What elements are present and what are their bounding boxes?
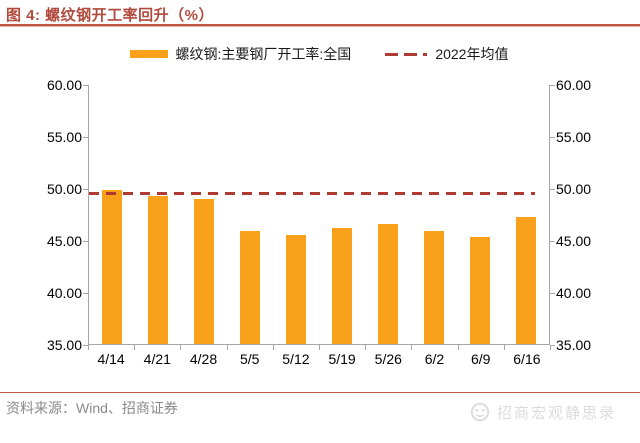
bar: [424, 230, 444, 344]
y-axis-tick: [550, 137, 555, 138]
y-axis-tick: [83, 85, 88, 86]
legend-item-mean-line: 2022年均值: [385, 44, 508, 64]
bar-slot: [89, 85, 135, 344]
x-axis-label: 6/9: [470, 351, 491, 367]
bar: [102, 190, 122, 344]
x-axis-tick: [411, 345, 413, 350]
bar-series: [89, 85, 549, 344]
watermark: 招商宏观静思录: [469, 401, 616, 423]
y-axis-tick: [550, 241, 555, 242]
y-axis-label-right: 40.00: [556, 285, 592, 301]
bar-slot: [181, 85, 227, 344]
bar: [470, 236, 490, 344]
mean-dashed-line: [89, 191, 536, 195]
legend-dash-swatch-icon: [385, 52, 428, 56]
bar-slot: [135, 85, 181, 344]
x-axis-label: 4/28: [189, 351, 218, 367]
legend-item-bar-series: 螺纹钢:主要钢厂开工率:全国: [129, 44, 352, 64]
bar: [378, 224, 398, 344]
bar-slot: [273, 85, 319, 344]
bar: [332, 227, 352, 344]
x-axis-tick: [319, 345, 320, 350]
x-axis-tick: [457, 345, 459, 350]
x-axis-tick: [88, 345, 89, 350]
source-text: 资料来源：Wind、招商证券: [6, 400, 178, 416]
figure-title: 图 4: 螺纹钢开工率回升（%）: [6, 7, 215, 24]
x-axis-label: 5/12: [282, 351, 310, 367]
y-axis-tick: [83, 293, 88, 294]
y-axis-tick: [83, 137, 88, 138]
bar-slot: [227, 85, 273, 344]
bar: [148, 196, 168, 344]
legend-bar-swatch-icon: [129, 50, 168, 58]
y-axis-label-right: 50.00: [556, 181, 592, 197]
y-axis-label-left: 60.00: [46, 77, 82, 93]
y-axis-tick: [550, 189, 555, 190]
chart-legend: 螺纹钢:主要钢厂开工率:全国 2022年均值: [88, 44, 550, 64]
y-axis-label-left: 45.00: [46, 233, 82, 249]
bar: [240, 230, 260, 344]
chart-plot-area: [88, 85, 550, 345]
y-axis-label-right: 60.00: [556, 77, 592, 93]
y-axis-label-right: 55.00: [556, 129, 592, 145]
y-axis-label-left: 55.00: [46, 129, 82, 145]
x-axis-label: 5/5: [239, 351, 260, 367]
bar-slot: [503, 85, 549, 344]
x-axis-tick: [550, 345, 551, 350]
x-axis-tick: [134, 345, 136, 350]
bar-slot: [319, 85, 365, 344]
bar: [516, 217, 536, 344]
bar-slot: [457, 85, 503, 344]
x-axis-label: 6/16: [513, 351, 541, 367]
x-axis-tick: [180, 345, 182, 350]
bar: [286, 234, 306, 344]
y-axis-tick: [83, 189, 88, 190]
bar-slot: [411, 85, 457, 344]
legend-dash-label: 2022年均值: [435, 46, 509, 62]
y-axis-tick: [550, 85, 555, 86]
y-axis-tick: [550, 293, 555, 294]
footer-divider: [0, 392, 640, 393]
title-divider: [0, 24, 640, 27]
y-axis-label-right: 45.00: [556, 233, 592, 249]
bar-slot: [365, 85, 411, 344]
y-axis-label-left: 50.00: [46, 181, 82, 197]
watermark-text: 招商宏观静思录: [496, 404, 616, 422]
x-axis-label: 5/26: [374, 351, 402, 367]
y-axis-tick: [83, 345, 88, 346]
x-axis-tick: [503, 345, 505, 350]
y-axis-label-left: 40.00: [46, 285, 82, 301]
x-axis-label: 4/14: [97, 351, 125, 367]
x-axis-tick: [272, 345, 274, 350]
y-axis-tick: [83, 241, 88, 242]
bar: [194, 199, 214, 344]
x-axis-label: 6/2: [424, 351, 445, 367]
legend-bar-label: 螺纹钢:主要钢厂开工率:全国: [175, 46, 352, 62]
x-axis-label: 5/19: [328, 351, 356, 367]
y-axis-label-right: 35.00: [556, 337, 592, 353]
x-axis-label: 4/21: [143, 351, 171, 367]
y-axis-label-left: 35.00: [46, 337, 82, 353]
x-axis-tick: [365, 345, 367, 350]
x-axis-tick: [226, 345, 228, 350]
watermark-logo-icon: [470, 402, 490, 422]
y-axis-tick: [550, 345, 555, 346]
